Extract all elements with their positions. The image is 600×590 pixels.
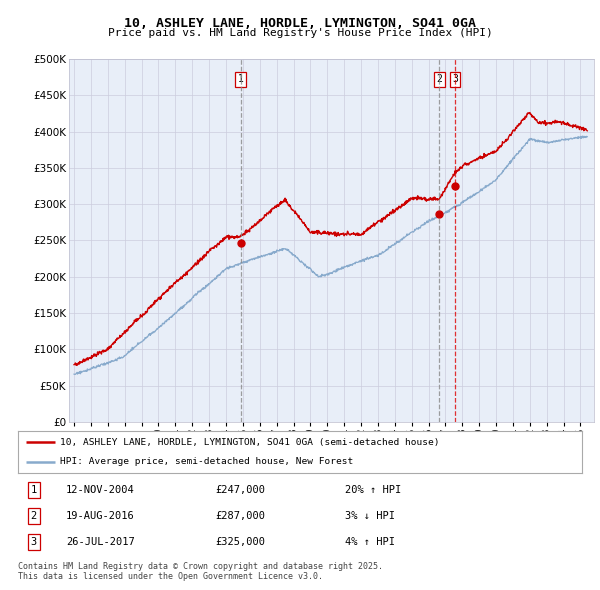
Text: Price paid vs. HM Land Registry's House Price Index (HPI): Price paid vs. HM Land Registry's House … <box>107 28 493 38</box>
Text: 2: 2 <box>31 511 37 521</box>
Text: 20% ↑ HPI: 20% ↑ HPI <box>345 485 401 495</box>
Text: HPI: Average price, semi-detached house, New Forest: HPI: Average price, semi-detached house,… <box>60 457 353 466</box>
Text: 26-JUL-2017: 26-JUL-2017 <box>66 537 134 547</box>
Text: Contains HM Land Registry data © Crown copyright and database right 2025.
This d: Contains HM Land Registry data © Crown c… <box>18 562 383 581</box>
Text: 1: 1 <box>238 74 244 84</box>
Text: £287,000: £287,000 <box>215 511 265 521</box>
Text: £247,000: £247,000 <box>215 485 265 495</box>
Text: 3: 3 <box>452 74 458 84</box>
Text: £325,000: £325,000 <box>215 537 265 547</box>
Text: 4% ↑ HPI: 4% ↑ HPI <box>345 537 395 547</box>
Text: 1: 1 <box>31 485 37 495</box>
Text: 10, ASHLEY LANE, HORDLE, LYMINGTON, SO41 0GA (semi-detached house): 10, ASHLEY LANE, HORDLE, LYMINGTON, SO41… <box>60 438 440 447</box>
Text: 2: 2 <box>436 74 442 84</box>
Text: 10, ASHLEY LANE, HORDLE, LYMINGTON, SO41 0GA: 10, ASHLEY LANE, HORDLE, LYMINGTON, SO41… <box>124 17 476 30</box>
Text: 3: 3 <box>31 537 37 547</box>
Text: 12-NOV-2004: 12-NOV-2004 <box>66 485 134 495</box>
Text: 19-AUG-2016: 19-AUG-2016 <box>66 511 134 521</box>
Text: 3% ↓ HPI: 3% ↓ HPI <box>345 511 395 521</box>
